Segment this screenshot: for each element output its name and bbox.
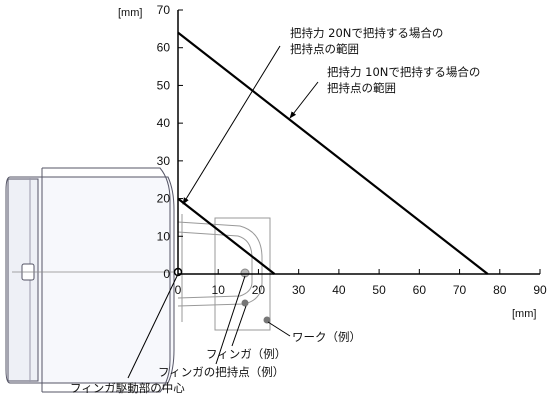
range-lines: [177, 31, 489, 275]
x-tick-label: 50: [372, 283, 386, 297]
drive-center-label: フィンガ駆動部の中心: [70, 381, 185, 395]
y-tick-label: 40: [157, 116, 171, 130]
x-tick-label: 10: [212, 283, 226, 297]
finger-label: フィンガ（例）: [206, 347, 286, 361]
work-label: ワーク（例）: [292, 330, 361, 344]
y-tick-label: 10: [157, 229, 171, 243]
x-tick-label: 60: [413, 283, 427, 297]
x-tick-label: 80: [493, 283, 507, 297]
y-tick-label: 20: [157, 192, 171, 206]
leader-10n: [289, 81, 319, 119]
leader-grip-point: [215, 275, 246, 365]
finger-and-work-drawing: [177, 214, 271, 331]
range-line-10n: [177, 31, 489, 275]
x-tick-label: 0: [175, 283, 182, 297]
y-unit-label: [mm]: [118, 7, 142, 19]
work-marker: [263, 316, 271, 324]
x-tick-label: 40: [332, 283, 346, 297]
range-line-20n: [177, 197, 276, 275]
finger-marker: [241, 299, 249, 307]
x-tick-label: 70: [453, 283, 467, 297]
range-10n-line2: 把持点の範囲: [327, 81, 396, 95]
x-tick-marks: [177, 269, 541, 274]
grip-point-label: フィンガの把持点（例）: [158, 365, 284, 379]
x-tick-labels: 0 10 20 30 40 50 60 70 80 90: [175, 283, 547, 297]
y-tick-label: 0: [163, 267, 170, 281]
x-tick-label: 20: [252, 283, 266, 297]
leader-work: [267, 321, 291, 337]
x-tick-label: 30: [292, 283, 306, 297]
leader-20n: [182, 45, 281, 205]
range-20n-line1: 把持力 20Nで把持する場合の: [290, 26, 443, 40]
y-tick-label: 30: [157, 154, 171, 168]
y-tick-label: 50: [157, 78, 171, 92]
range-20n-line2: 把持点の範囲: [290, 42, 359, 56]
y-tick-labels: 0 10 20 30 40 50 60 70: [157, 3, 171, 281]
axes: 0 10 20 30 40 50 60 70 0 10 20 30 40 50 60 70 80 90: [157, 3, 547, 297]
gripper-body-drawing: [5, 167, 180, 393]
leader-finger: [231, 305, 247, 347]
y-tick-label: 70: [157, 3, 171, 17]
y-tick-label: 60: [157, 41, 171, 55]
leader-drive-center: [127, 273, 179, 379]
x-tick-label: 90: [533, 283, 547, 297]
range-10n-line1: 把持力 10Nで把持する場合の: [327, 65, 480, 79]
leader-lines: [127, 45, 319, 379]
grip-point-marker: [240, 268, 250, 278]
x-unit-label: [mm]: [512, 308, 536, 320]
